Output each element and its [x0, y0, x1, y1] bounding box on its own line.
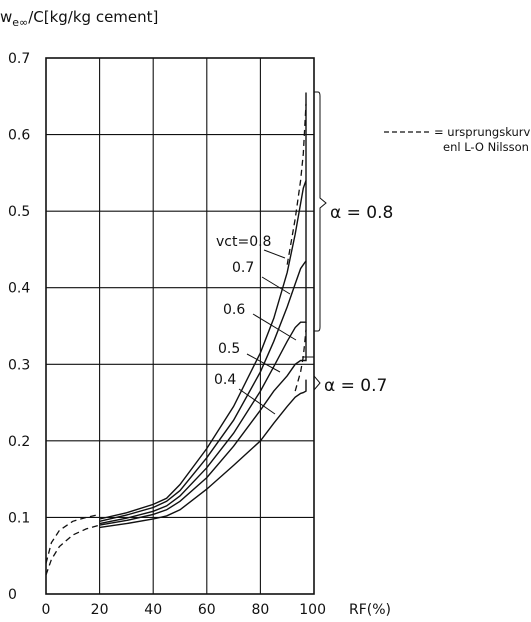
- leader-vct-0.5: [246, 353, 281, 373]
- y-axis-title-w: w: [0, 8, 12, 26]
- x-tick-label-3: 60: [198, 602, 216, 618]
- label-vct-0.4: 0.4: [214, 372, 236, 388]
- y-tick-labels: 0 0.1 0.2 0.3 0.4 0.5 0.6 0.7: [8, 51, 30, 603]
- y-axis-title: we∞/C[kg/kg cement]: [0, 8, 158, 29]
- x-tick-label-2: 40: [144, 602, 162, 618]
- series-line-1: [99, 180, 307, 522]
- x-tick-label-4: 80: [251, 602, 269, 618]
- series-line-7: [286, 103, 307, 265]
- series-line-2: [99, 260, 307, 525]
- y-axis-title-sub: e∞: [12, 16, 28, 29]
- x-tick-label-0: 0: [42, 602, 51, 618]
- series-line-5: [45, 513, 100, 564]
- leader-vct-0.4: [238, 388, 276, 415]
- y-tick-label-5: 0.5: [8, 204, 30, 220]
- y-axis-title-rest: /C[kg/kg cement]: [28, 8, 158, 26]
- leader-vct-0.8: [263, 249, 286, 259]
- series-line-3: [99, 322, 307, 526]
- series-line-6: [45, 524, 100, 576]
- bracket-alpha-high: [314, 91, 327, 332]
- y-tick-label-4: 0.4: [8, 281, 30, 297]
- label-vct-0.6: 0.6: [223, 302, 245, 318]
- bracket-alpha-low: [302, 356, 321, 391]
- label-vct-0.5: 0.5: [218, 341, 240, 357]
- x-tick-label-5: 100: [299, 602, 326, 618]
- y-tick-label-0: 0: [8, 587, 17, 603]
- grid: [45, 57, 315, 595]
- series-line-0: [99, 92, 307, 520]
- x-tick-labels: 0 20 40 60 80 100: [42, 602, 326, 618]
- plot-frame: [45, 57, 315, 595]
- y-tick-label-6: 0.6: [8, 128, 30, 144]
- y-tick-label-7: 0.7: [8, 51, 30, 67]
- leader-vct-0.7: [261, 276, 291, 295]
- leader-vct-0.6: [252, 313, 297, 341]
- x-axis-title: RF(%): [349, 602, 391, 618]
- series-layer: [45, 92, 307, 576]
- label-vct-0.7: 0.7: [232, 260, 254, 276]
- y-tick-label-1: 0.1: [8, 510, 30, 526]
- legend-line-1: = ursprungskurva: [434, 125, 531, 139]
- series-line-4: [99, 379, 307, 529]
- y-tick-label-3: 0.3: [8, 357, 30, 373]
- legend-line-2: enl L-O Nilsson: [443, 140, 529, 154]
- x-tick-label-1: 20: [91, 602, 109, 618]
- y-tick-label-2: 0.2: [8, 434, 30, 450]
- alpha-low-label: α = 0.7: [324, 376, 387, 396]
- alpha-high-label: α = 0.8: [330, 203, 393, 223]
- label-vct-0.8: vct=0.8: [216, 234, 271, 250]
